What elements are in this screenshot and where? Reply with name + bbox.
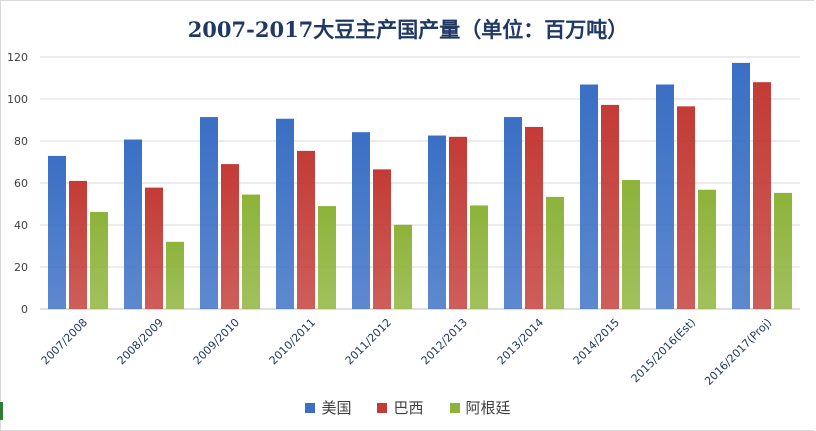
bar	[200, 117, 218, 309]
y-tick-label: 100	[7, 93, 28, 106]
bar	[48, 155, 66, 309]
bar	[145, 187, 163, 309]
bar	[318, 206, 336, 309]
bar	[297, 150, 315, 309]
x-tick-label: 2014/2015	[571, 316, 622, 367]
x-tick-label: 2011/2012	[343, 316, 394, 367]
bar	[166, 241, 184, 309]
bar	[580, 84, 598, 309]
y-tick-label: 20	[14, 261, 28, 274]
legend-swatch	[377, 402, 388, 413]
bar	[352, 132, 370, 309]
bar	[90, 211, 108, 309]
x-tick-label: 2013/2014	[495, 316, 546, 367]
legend-swatch	[305, 402, 316, 413]
bar	[656, 84, 674, 309]
bar	[732, 62, 750, 309]
y-tick-label: 80	[14, 135, 28, 148]
x-tick-label: 2008/2009	[115, 316, 166, 367]
x-tick-label: 2015/2016(Est)	[629, 316, 698, 385]
y-tick-label: 0	[21, 303, 28, 316]
bar	[622, 180, 640, 309]
legend-label: 巴西	[393, 399, 424, 417]
x-tick-label: 2016/2017(Proj)	[702, 316, 774, 388]
bar	[601, 104, 619, 309]
bar	[124, 139, 142, 309]
x-tick-label: 2009/2010	[191, 316, 242, 367]
chart-title: 2007-2017大豆主产国产量（单位：百万吨）	[187, 17, 629, 42]
bar	[449, 136, 467, 309]
chart-legend: 美国 巴西 阿根廷	[0, 397, 816, 418]
bar	[470, 205, 488, 309]
x-tick-label: 2007/2008	[39, 316, 90, 367]
legend-label: 美国	[321, 399, 352, 417]
bar	[753, 82, 771, 309]
bar	[221, 164, 239, 309]
y-tick-label: 120	[7, 51, 28, 64]
legend-swatch	[449, 402, 460, 413]
legend-item: 美国	[305, 397, 351, 418]
bar	[242, 194, 260, 309]
bar	[546, 196, 564, 309]
bar	[774, 192, 792, 309]
bar	[394, 224, 412, 309]
legend-label: 阿根廷	[465, 399, 511, 417]
bar	[69, 180, 87, 309]
window-edge-marker	[0, 402, 3, 420]
bar	[373, 169, 391, 309]
bar	[428, 135, 446, 309]
x-tick-label: 2010/2011	[267, 316, 318, 367]
x-tick-label: 2012/2013	[419, 316, 470, 367]
y-tick-label: 60	[14, 177, 28, 190]
bar	[504, 117, 522, 309]
chart-edge	[814, 0, 816, 431]
bar	[276, 118, 294, 310]
legend-item: 巴西	[377, 397, 424, 418]
bar	[525, 126, 543, 310]
y-tick-label: 40	[14, 219, 28, 232]
bar	[698, 189, 716, 309]
legend-item: 阿根廷	[449, 397, 511, 418]
bar	[677, 106, 695, 309]
